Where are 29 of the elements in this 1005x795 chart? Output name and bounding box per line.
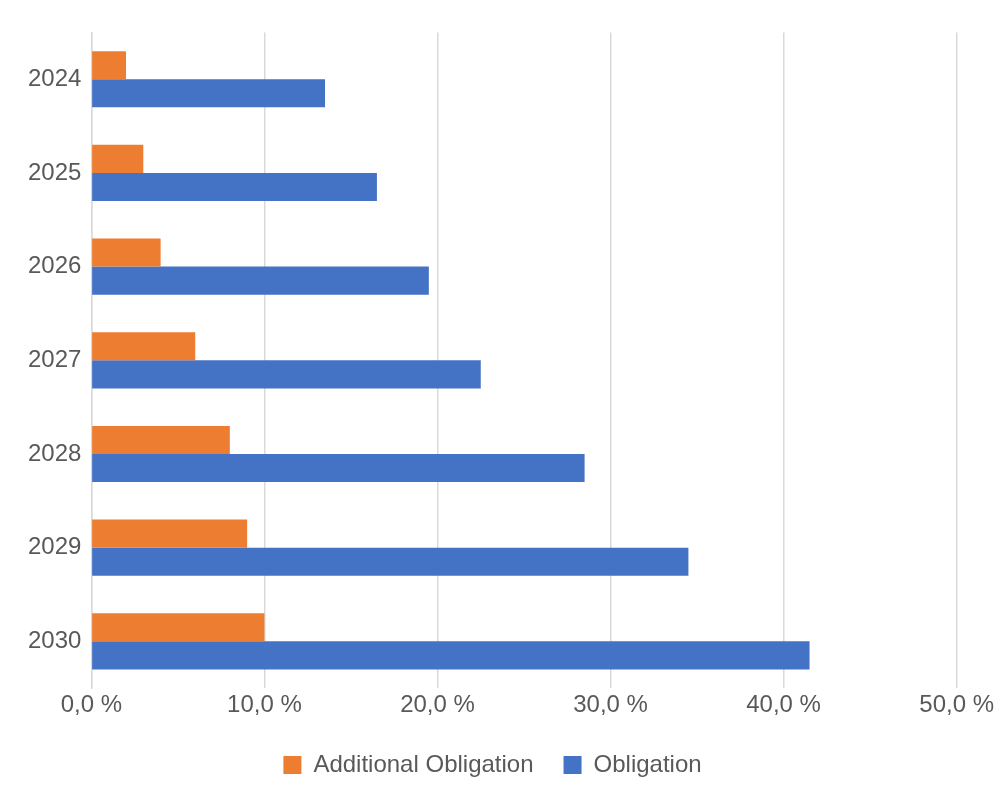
bar [92, 425, 230, 454]
bar [92, 453, 585, 483]
bar [92, 172, 377, 202]
y-tick-label: 2027 [28, 344, 82, 372]
bar [92, 519, 248, 548]
y-tick-label: 2025 [28, 157, 82, 185]
y-tick-label: 2024 [28, 63, 82, 91]
bar [92, 613, 265, 642]
bar [92, 547, 689, 576]
y-tick-label: 2030 [28, 625, 82, 653]
bar [92, 51, 126, 80]
bar [92, 332, 196, 361]
y-tick-label: 2028 [28, 438, 82, 466]
x-tick-label: 40,0 % [746, 690, 821, 718]
x-tick-label: 30,0 % [573, 690, 648, 718]
bar [92, 238, 161, 267]
x-tick-label: 0,0 % [60, 690, 123, 718]
y-tick-label: 2026 [28, 251, 82, 279]
bar [92, 360, 481, 389]
y-tick-label: 2029 [28, 532, 82, 560]
legend-label: Obligation [593, 749, 702, 777]
x-tick-label: 20,0 % [400, 690, 475, 718]
bar [92, 641, 810, 670]
bar [92, 144, 144, 173]
x-tick-label: 50,0 % [919, 690, 994, 718]
bar [92, 79, 326, 108]
bar [92, 266, 429, 295]
x-tick-label: 10,0 % [227, 690, 302, 718]
legend-label: Additional Obligation [313, 749, 534, 777]
